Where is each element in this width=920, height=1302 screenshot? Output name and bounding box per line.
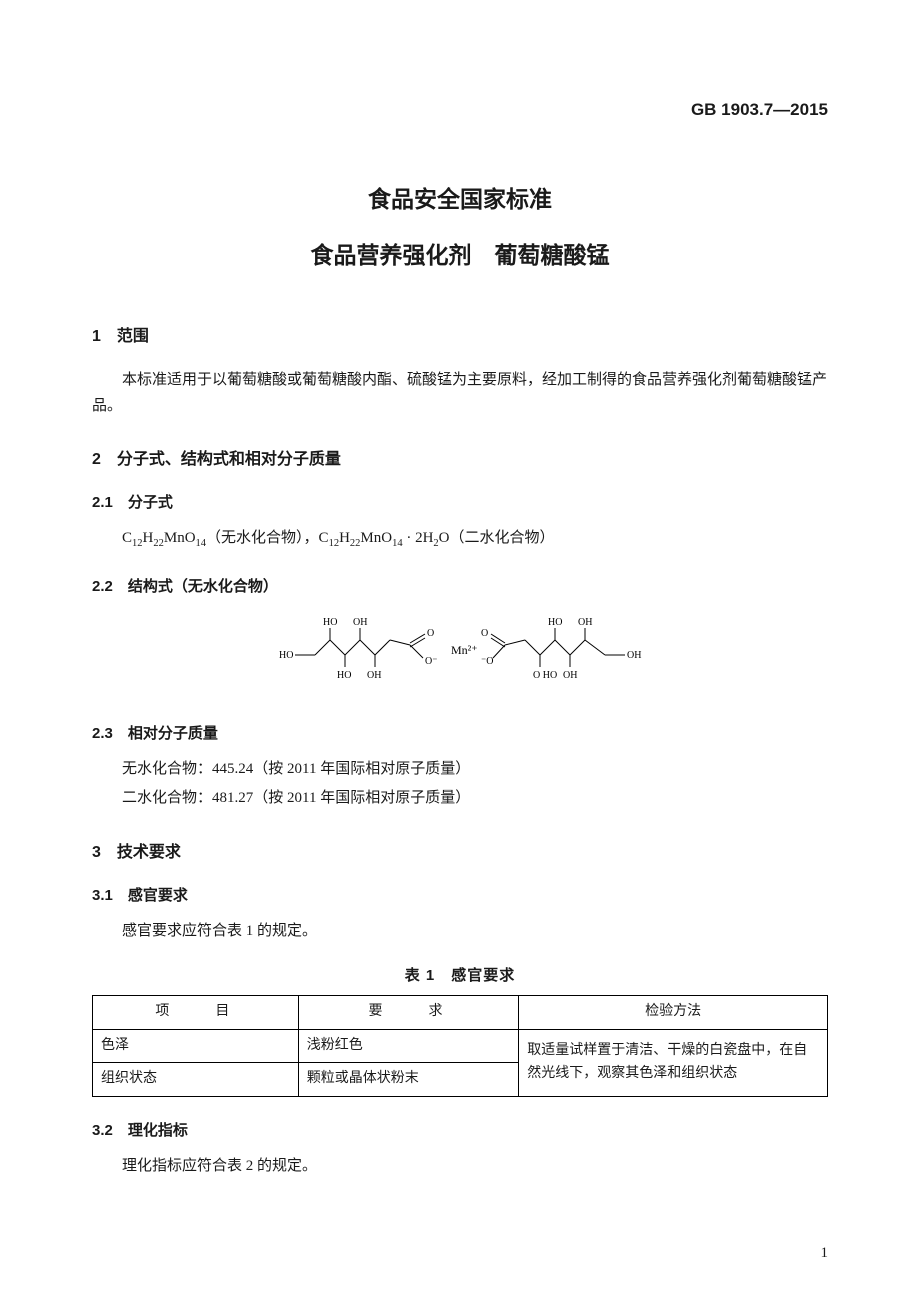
heading-section-2-3: 2.3 相对分子质量	[92, 722, 828, 743]
svg-text:HO: HO	[337, 670, 351, 681]
table-header-req: 要 求	[298, 996, 519, 1029]
svg-text:OH: OH	[353, 617, 367, 628]
svg-text:O: O	[427, 628, 434, 639]
title-sub: 食品营养强化剂 葡萄糖酸锰	[92, 236, 828, 270]
structure-svg: HO HO OH HO OH O O⁻ Mn²⁺ O ⁻O O HO HO OH…	[275, 610, 645, 700]
table-cell: 组织状态	[93, 1063, 299, 1096]
svg-text:OH: OH	[563, 670, 577, 681]
dihydrate-label: （二水化合物）	[450, 530, 555, 546]
svg-text:OH: OH	[578, 617, 592, 628]
heading-section-2: 2 分子式、结构式和相对分子质量	[92, 445, 828, 469]
svg-text:O: O	[481, 628, 488, 639]
molmass-line-2: 二水化合物：481.27（按 2011 年国际相对原子质量）	[92, 786, 828, 812]
heading-section-2-2: 2.2 结构式（无水化合物）	[92, 575, 828, 596]
heading-section-3-2: 3.2 理化指标	[92, 1119, 828, 1140]
anhydrous-label: （无水化合物），	[206, 530, 319, 546]
table-header-item: 项 目	[93, 996, 299, 1029]
svg-text:HO: HO	[279, 650, 293, 661]
svg-text:OH: OH	[627, 650, 641, 661]
svg-text:HO: HO	[548, 617, 562, 628]
svg-text:HO: HO	[323, 617, 337, 628]
heading-section-2-1: 2.1 分子式	[92, 491, 828, 512]
svg-text:Mn²⁺: Mn²⁺	[451, 643, 478, 657]
svg-text:OH: OH	[367, 670, 381, 681]
section-1-body: 本标准适用于以葡萄糖酸或葡萄糖酸内酯、硫酸锰为主要原料，经加工制得的食品营养强化…	[92, 368, 828, 419]
molecular-formula: C12H22MnO14（无水化合物），C12H22MnO14 · 2H2O（二水…	[92, 526, 828, 553]
table-header-row: 项 目 要 求 检验方法	[93, 996, 828, 1029]
structural-formula: HO HO OH HO OH O O⁻ Mn²⁺ O ⁻O O HO HO OH…	[92, 610, 828, 700]
heading-section-1: 1 范围	[92, 322, 828, 346]
title-main: 食品安全国家标准	[92, 180, 828, 214]
table-cell: 浅粉红色	[298, 1029, 519, 1062]
molmass-line-1: 无水化合物：445.24（按 2011 年国际相对原子质量）	[92, 757, 828, 783]
svg-text:O HO: O HO	[533, 670, 557, 681]
heading-section-3-1: 3.1 感官要求	[92, 884, 828, 905]
table-row: 色泽 浅粉红色 取适量试样置于清洁、干燥的白瓷盘中，在自然光线下，观察其色泽和组…	[93, 1029, 828, 1062]
svg-text:⁻O: ⁻O	[481, 656, 494, 667]
table-cell: 色泽	[93, 1029, 299, 1062]
table-1: 项 目 要 求 检验方法 色泽 浅粉红色 取适量试样置于清洁、干燥的白瓷盘中，在…	[92, 995, 828, 1096]
section-3-2-body: 理化指标应符合表 2 的规定。	[92, 1154, 828, 1180]
page-container: GB 1903.7—2015 食品安全国家标准 食品营养强化剂 葡萄糖酸锰 1 …	[0, 0, 920, 1302]
heading-section-3: 3 技术要求	[92, 838, 828, 862]
standard-code: GB 1903.7—2015	[92, 100, 828, 120]
table-cell: 颗粒或晶体状粉末	[298, 1063, 519, 1096]
svg-text:O⁻: O⁻	[425, 656, 438, 667]
section-3-1-body: 感官要求应符合表 1 的规定。	[92, 919, 828, 945]
table-header-method: 检验方法	[519, 996, 828, 1029]
page-number: 1	[821, 1245, 829, 1262]
table-1-caption: 表 1 感官要求	[92, 964, 828, 985]
table-cell-method: 取适量试样置于清洁、干燥的白瓷盘中，在自然光线下，观察其色泽和组织状态	[519, 1029, 828, 1096]
